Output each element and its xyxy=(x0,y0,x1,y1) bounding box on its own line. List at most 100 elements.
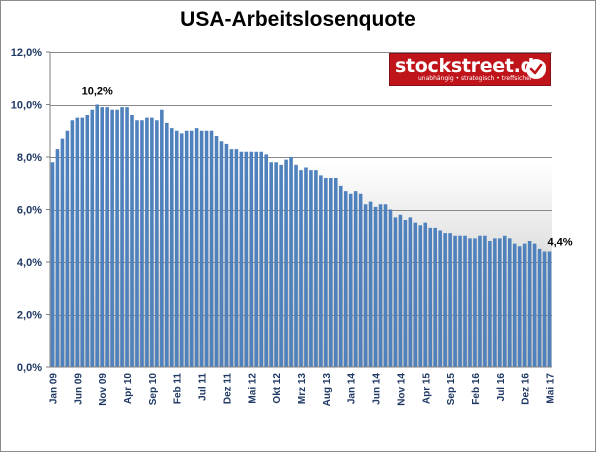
bar xyxy=(438,230,442,367)
bar xyxy=(155,120,159,367)
x-tick-label: Jun 14 xyxy=(372,373,383,405)
bar xyxy=(95,104,100,367)
bar xyxy=(483,235,487,367)
bar xyxy=(145,117,149,368)
bar xyxy=(532,243,537,368)
y-tick-label: 2,0% xyxy=(17,310,42,322)
bar xyxy=(259,151,264,367)
bar xyxy=(498,238,502,367)
bar xyxy=(443,233,447,368)
bar xyxy=(50,162,55,367)
bar xyxy=(413,222,418,368)
bar xyxy=(70,120,75,367)
bar xyxy=(140,120,144,367)
bar xyxy=(378,204,383,367)
bar xyxy=(249,151,254,367)
bar xyxy=(294,164,298,367)
bar xyxy=(348,193,353,367)
bar xyxy=(239,151,244,367)
bar xyxy=(125,107,129,368)
bar xyxy=(418,225,423,367)
bar xyxy=(55,149,60,367)
bar xyxy=(403,220,408,367)
annotations: 10,2% 4,4% xyxy=(82,86,573,249)
bar xyxy=(289,157,293,367)
x-tick-label: Mai 12 xyxy=(247,373,258,404)
bar xyxy=(219,141,224,367)
x-tick-label: Apr 15 xyxy=(421,373,432,405)
x-tick-label: Mrz 13 xyxy=(297,373,308,405)
y-tick-label: 8,0% xyxy=(17,152,42,164)
bar xyxy=(542,251,547,367)
bar xyxy=(433,227,437,368)
x-tick-label: Feb 16 xyxy=(471,373,482,405)
bar xyxy=(244,151,249,367)
bar xyxy=(334,178,338,367)
bar xyxy=(468,238,472,367)
y-tick-label: 10,0% xyxy=(11,100,42,112)
bar xyxy=(453,235,457,367)
x-tick-label: Nov 09 xyxy=(98,373,109,406)
bar xyxy=(130,115,134,367)
bar xyxy=(368,201,373,368)
stockstreet-logo: stockstreet.de unabhängig • strategisch … xyxy=(389,53,551,86)
bar xyxy=(502,235,507,367)
bar xyxy=(408,217,413,368)
x-tick-label: Sep 15 xyxy=(446,373,457,406)
bar xyxy=(165,122,169,368)
bar xyxy=(309,170,313,368)
bar xyxy=(314,170,318,368)
x-tick-label: Jul 16 xyxy=(496,373,507,402)
bar xyxy=(358,193,363,367)
bar xyxy=(105,107,109,368)
bar xyxy=(184,130,189,367)
checkmark-icon xyxy=(526,59,546,79)
chart-title: USA-Arbeitslosenquote xyxy=(180,8,416,31)
bar xyxy=(60,138,65,368)
bar xyxy=(527,241,532,367)
bar xyxy=(90,109,95,367)
bar xyxy=(85,115,90,367)
bar xyxy=(388,209,393,367)
bar xyxy=(194,128,199,368)
bar xyxy=(150,117,154,368)
bar xyxy=(338,185,343,367)
x-tick-label: Feb 11 xyxy=(173,373,184,405)
x-tick-label: Nov 14 xyxy=(396,373,407,406)
bar xyxy=(160,109,164,367)
x-tick-label: Jan 14 xyxy=(347,373,358,405)
bar xyxy=(135,120,139,367)
x-tick-label: Sep 10 xyxy=(148,373,159,406)
bar xyxy=(423,222,428,368)
bar xyxy=(110,109,114,367)
bar xyxy=(507,238,512,367)
bar xyxy=(199,130,204,367)
bar xyxy=(517,246,522,367)
y-tick-label: 0,0% xyxy=(17,362,42,374)
bar xyxy=(224,143,229,368)
x-tick-labels: Jan 09 Jun 09 Nov 09 Apr 10 Sep 10 Feb 11 Jul … xyxy=(49,373,557,407)
bar xyxy=(343,191,348,368)
bar xyxy=(100,107,104,368)
bar xyxy=(80,117,85,368)
bars xyxy=(50,104,552,368)
bar xyxy=(512,243,517,368)
bar xyxy=(264,154,268,367)
bar xyxy=(478,235,482,367)
bar xyxy=(488,241,492,367)
bar xyxy=(65,130,70,367)
bar xyxy=(329,178,333,367)
bar xyxy=(304,167,308,367)
bar xyxy=(214,136,219,367)
bar xyxy=(373,206,378,368)
bar xyxy=(448,233,452,368)
bar xyxy=(254,151,259,367)
bar xyxy=(398,214,403,367)
x-tick-label: Jan 09 xyxy=(49,373,60,405)
bar xyxy=(383,204,388,367)
bar xyxy=(115,109,119,367)
bar xyxy=(274,162,278,367)
x-tick-label: Aug 13 xyxy=(322,373,333,407)
bar xyxy=(229,149,234,367)
